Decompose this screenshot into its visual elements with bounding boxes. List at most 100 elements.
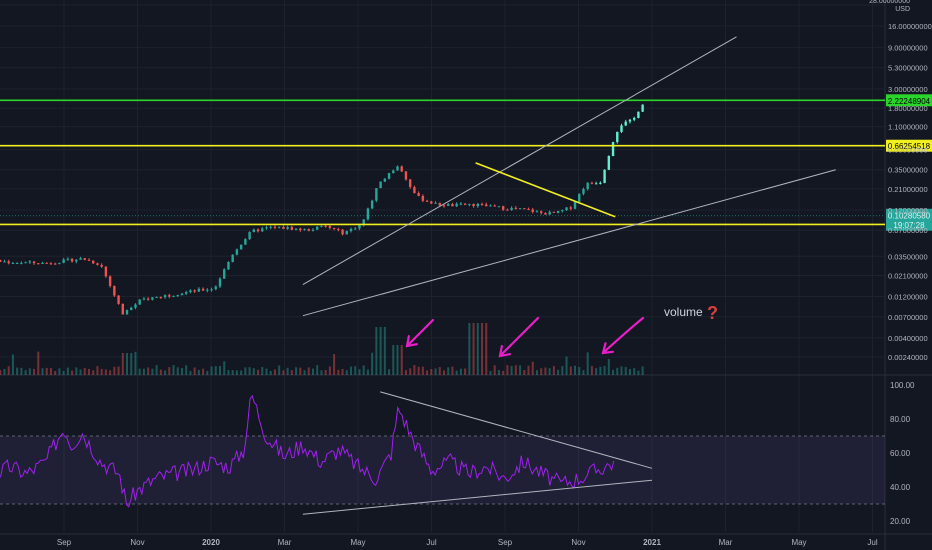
candle-body <box>611 142 615 157</box>
candle-body <box>189 290 192 293</box>
volume-bar <box>366 369 369 375</box>
time-tick-label: Sep <box>57 538 72 547</box>
arrow-head-icon <box>405 335 418 348</box>
candle-body <box>404 171 408 180</box>
volume-bar <box>104 369 107 375</box>
candle-body <box>569 207 572 209</box>
candle-body <box>155 296 158 298</box>
candle-body <box>265 227 268 229</box>
volume-bar <box>7 366 10 375</box>
candle-body <box>151 297 154 300</box>
price-tick-label: 0.35000000 <box>888 166 928 175</box>
volume-bar <box>383 327 386 375</box>
channel-lower-line <box>302 169 836 317</box>
time-tick-label: Nov <box>571 538 585 547</box>
time-tick-label: May <box>791 538 806 547</box>
candle-body <box>0 259 2 262</box>
candle-body <box>113 285 116 296</box>
candle-body <box>79 258 82 260</box>
volume-bar <box>227 370 230 375</box>
candle-body <box>332 227 336 229</box>
horizontal-levels[interactable]: 2.222489040.662545180.081593360.10280580… <box>0 94 932 231</box>
candle-body <box>316 226 319 230</box>
candle-body <box>396 166 399 171</box>
arrow-head-icon <box>601 342 615 355</box>
candle-body <box>121 303 124 315</box>
candle-body <box>337 228 340 230</box>
price-tick-label: 0.01200000 <box>888 293 928 302</box>
volume-bar <box>134 351 137 375</box>
candle-body <box>142 298 146 300</box>
candle-body <box>261 228 264 232</box>
candle-body <box>53 263 57 265</box>
price-tick-label: 9.00000000 <box>888 44 928 53</box>
price-tick-label: 0.00400000 <box>888 334 928 343</box>
volume-bar <box>595 368 598 375</box>
candle-body <box>518 208 522 210</box>
volume-bar <box>586 352 589 375</box>
candle-body <box>100 264 103 267</box>
volume-bar <box>430 369 433 375</box>
volume-bar <box>147 367 150 375</box>
candle-body <box>45 262 48 264</box>
candle-body <box>168 295 171 297</box>
time-tick-label: 2021 <box>643 538 661 547</box>
volume-bar <box>11 354 14 375</box>
volume-bar <box>54 370 57 375</box>
currency-label: USD <box>895 6 910 13</box>
volume-bar <box>100 368 103 375</box>
candle-body <box>218 278 222 287</box>
candle-body <box>408 179 412 187</box>
volume-bar <box>324 369 327 375</box>
candle-body <box>252 229 256 232</box>
price-tick-label: 3.00000000 <box>888 85 928 94</box>
trendlines[interactable] <box>302 36 836 317</box>
volume-bar <box>71 370 74 375</box>
volume-bar <box>303 370 306 375</box>
candle-body <box>62 259 65 263</box>
candle-body <box>599 182 602 184</box>
candle-body <box>590 182 594 184</box>
candle-body <box>163 295 167 298</box>
candle-body <box>400 166 403 172</box>
volume-bar <box>320 370 323 375</box>
candle-body <box>632 117 636 120</box>
candle-body <box>92 260 95 264</box>
volume-bar <box>87 368 90 375</box>
candle-body <box>425 200 429 202</box>
candle-body <box>586 182 589 189</box>
volume-bar <box>66 367 69 375</box>
price-tick-label: 0.00240000 <box>888 353 928 362</box>
candle-body <box>248 231 251 240</box>
price-tick-label: 0.03500000 <box>888 252 928 261</box>
candle-body <box>104 266 108 277</box>
candle-body <box>468 203 471 205</box>
candle-body <box>223 269 226 279</box>
volume-bar <box>62 370 65 375</box>
volume-bar <box>252 368 255 375</box>
volume-bar <box>375 327 378 375</box>
candle-body <box>370 200 374 209</box>
volume-bar <box>0 370 2 375</box>
rsi-pane <box>0 391 885 515</box>
volume-bar <box>535 370 538 375</box>
volume-bar <box>223 361 226 375</box>
time-tick-label: Sep <box>498 538 513 547</box>
candle-body <box>387 173 391 179</box>
volume-bar <box>464 368 467 375</box>
candle-body <box>324 225 327 227</box>
price-tick-label: 0.60000000 <box>888 145 928 154</box>
candle-body <box>539 211 543 213</box>
volume-bar <box>354 366 357 375</box>
volume-bar <box>278 365 281 375</box>
candle-body <box>277 226 281 228</box>
time-tick-label: Mar <box>719 538 733 547</box>
candle-body <box>506 209 509 211</box>
price-axis-top-label: 28.00000000 <box>869 0 910 5</box>
rsi-band <box>0 436 885 504</box>
volume-bar <box>451 366 454 375</box>
volume-bar <box>240 370 243 375</box>
volume-bar <box>633 368 636 375</box>
